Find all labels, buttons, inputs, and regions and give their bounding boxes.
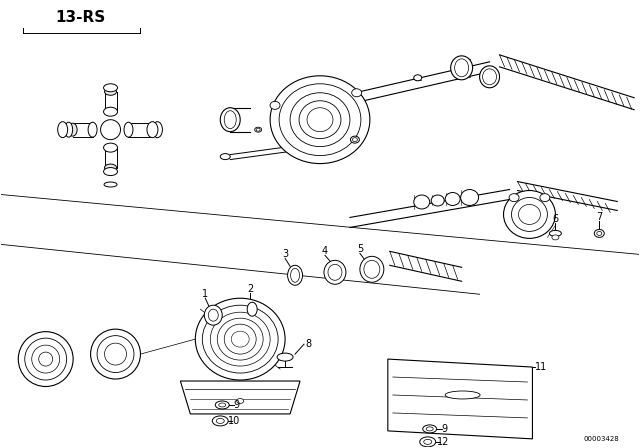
Ellipse shape (270, 101, 280, 109)
Ellipse shape (518, 204, 540, 224)
Ellipse shape (353, 138, 357, 142)
Ellipse shape (595, 229, 604, 237)
Text: 9: 9 (442, 424, 448, 434)
Ellipse shape (58, 122, 68, 138)
Ellipse shape (307, 108, 333, 132)
Text: 5: 5 (356, 244, 363, 254)
Ellipse shape (324, 260, 346, 284)
Ellipse shape (596, 232, 602, 235)
Ellipse shape (224, 111, 236, 129)
Ellipse shape (423, 425, 436, 433)
Ellipse shape (204, 305, 222, 325)
Ellipse shape (299, 101, 341, 138)
Ellipse shape (97, 336, 134, 373)
Ellipse shape (287, 265, 303, 285)
Ellipse shape (479, 66, 500, 88)
Ellipse shape (100, 120, 120, 140)
Ellipse shape (255, 127, 262, 132)
Ellipse shape (39, 352, 52, 366)
Ellipse shape (290, 93, 350, 146)
Text: 00003428: 00003428 (584, 436, 620, 442)
Ellipse shape (461, 190, 479, 206)
Ellipse shape (104, 343, 127, 365)
Polygon shape (180, 381, 300, 414)
Ellipse shape (32, 345, 60, 373)
Text: 1: 1 (202, 289, 209, 299)
Ellipse shape (208, 309, 218, 321)
Ellipse shape (124, 122, 133, 137)
Ellipse shape (220, 154, 230, 159)
Ellipse shape (211, 312, 270, 366)
Ellipse shape (451, 56, 472, 80)
Ellipse shape (104, 88, 116, 95)
Ellipse shape (454, 59, 468, 77)
Ellipse shape (147, 122, 158, 138)
Ellipse shape (216, 418, 224, 423)
Text: 6: 6 (552, 215, 559, 224)
Ellipse shape (279, 84, 361, 155)
Ellipse shape (364, 260, 380, 278)
Ellipse shape (104, 107, 118, 116)
Ellipse shape (195, 298, 285, 380)
Text: 4: 4 (322, 246, 328, 256)
Ellipse shape (351, 136, 360, 143)
Ellipse shape (104, 182, 117, 187)
Ellipse shape (509, 194, 519, 202)
Ellipse shape (256, 128, 260, 131)
Ellipse shape (445, 391, 480, 399)
Ellipse shape (217, 318, 263, 360)
Ellipse shape (212, 416, 228, 426)
Ellipse shape (328, 264, 342, 280)
Text: 2: 2 (247, 284, 253, 294)
Ellipse shape (104, 164, 116, 171)
Ellipse shape (270, 76, 370, 164)
Ellipse shape (152, 122, 163, 138)
Ellipse shape (215, 401, 229, 409)
Ellipse shape (413, 195, 429, 209)
Ellipse shape (360, 256, 384, 282)
Text: 12: 12 (436, 437, 449, 447)
Text: 3: 3 (282, 250, 288, 259)
Ellipse shape (420, 437, 436, 447)
Ellipse shape (219, 403, 226, 407)
Ellipse shape (445, 193, 460, 206)
Ellipse shape (247, 302, 257, 316)
Text: 13-RS: 13-RS (56, 10, 106, 26)
Text: 7: 7 (596, 212, 602, 223)
Ellipse shape (277, 353, 293, 361)
Ellipse shape (68, 123, 77, 136)
Text: 11: 11 (535, 362, 548, 372)
Polygon shape (388, 359, 532, 439)
Ellipse shape (25, 338, 67, 380)
Ellipse shape (413, 75, 422, 81)
Text: 10: 10 (228, 416, 241, 426)
Ellipse shape (202, 305, 278, 373)
Ellipse shape (91, 329, 140, 379)
Ellipse shape (549, 230, 561, 237)
Ellipse shape (552, 235, 559, 240)
Ellipse shape (431, 195, 444, 206)
Ellipse shape (224, 324, 256, 354)
Ellipse shape (104, 84, 118, 92)
Ellipse shape (19, 332, 73, 387)
Text: 9: 9 (233, 400, 239, 410)
Ellipse shape (424, 439, 432, 444)
Ellipse shape (104, 143, 118, 152)
Ellipse shape (426, 427, 433, 431)
Ellipse shape (231, 331, 249, 347)
Text: 8: 8 (305, 339, 311, 349)
Ellipse shape (291, 268, 300, 282)
Ellipse shape (540, 194, 550, 202)
Ellipse shape (352, 89, 362, 97)
Ellipse shape (220, 108, 240, 132)
Ellipse shape (483, 69, 497, 85)
Ellipse shape (65, 122, 72, 137)
Ellipse shape (88, 122, 97, 137)
Ellipse shape (504, 190, 556, 238)
Ellipse shape (104, 168, 118, 176)
Ellipse shape (237, 398, 244, 404)
Ellipse shape (511, 198, 547, 232)
